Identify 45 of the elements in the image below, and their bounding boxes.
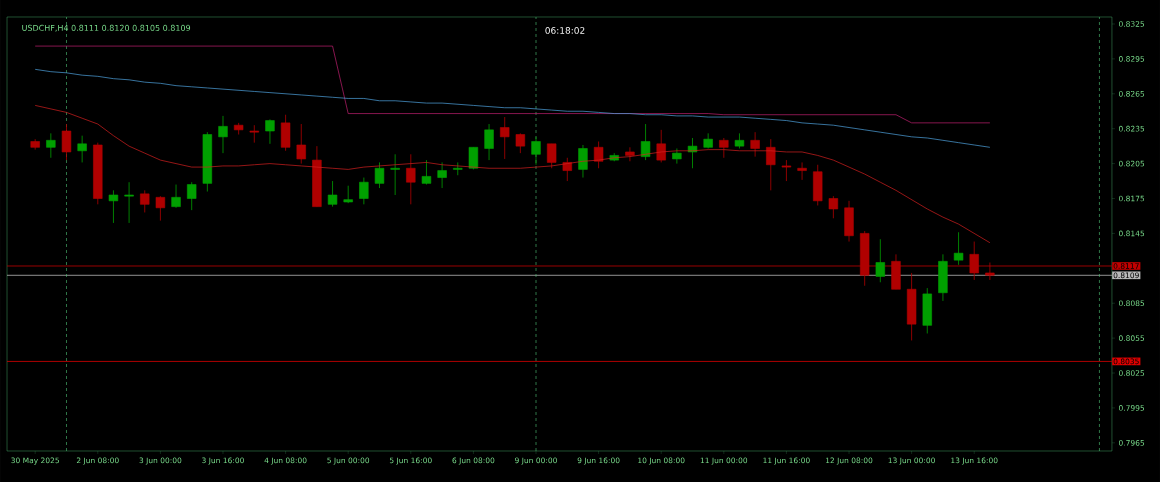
candlestick: [515, 132, 526, 154]
candlestick: [124, 181, 134, 224]
candlestick: [296, 123, 306, 164]
candlestick: [531, 136, 541, 166]
candlestick: [969, 241, 979, 281]
candlestick: [672, 148, 682, 164]
candlestick: [750, 131, 760, 158]
candlestick: [766, 138, 776, 191]
candlestick: [390, 153, 400, 196]
candlestick: [453, 162, 463, 176]
candlestick: [155, 195, 166, 222]
candlestick: [656, 129, 666, 163]
candlestick: [187, 181, 197, 211]
candlestick: [593, 141, 604, 169]
candlestick: [171, 184, 181, 209]
candlestick: [875, 238, 885, 283]
candlestick: [625, 146, 635, 162]
candlestick: [500, 116, 510, 160]
candlestick: [828, 195, 839, 219]
candlestick: [265, 118, 275, 145]
candlestick: [374, 162, 385, 189]
candlestick: [797, 162, 807, 181]
candlestick: [77, 135, 87, 163]
candlestick: [719, 137, 729, 159]
candlestick: [46, 132, 56, 159]
candlestick: [343, 185, 353, 204]
candlestick: [108, 189, 119, 224]
candlestick: [359, 177, 369, 205]
candlestick: [985, 262, 995, 281]
candlestick: [640, 123, 651, 161]
candlestick: [437, 162, 447, 189]
annotation: 06:18:02: [545, 27, 585, 34]
candlestick: [484, 123, 494, 161]
candlestick: [406, 153, 416, 205]
text: USDCHF,H4 0.8111 0.8120 0.8105 0.8109: [22, 24, 191, 32]
candlestick: [327, 180, 338, 208]
candlestick: [578, 144, 588, 178]
candlestick: [781, 159, 792, 182]
candlestick: [218, 115, 228, 154]
candlestick: [421, 159, 432, 185]
candlestick: [953, 231, 964, 266]
candlestick: [249, 124, 259, 144]
candlestick: [61, 123, 72, 161]
candlestick: [140, 189, 150, 213]
candlestick: [546, 143, 557, 169]
